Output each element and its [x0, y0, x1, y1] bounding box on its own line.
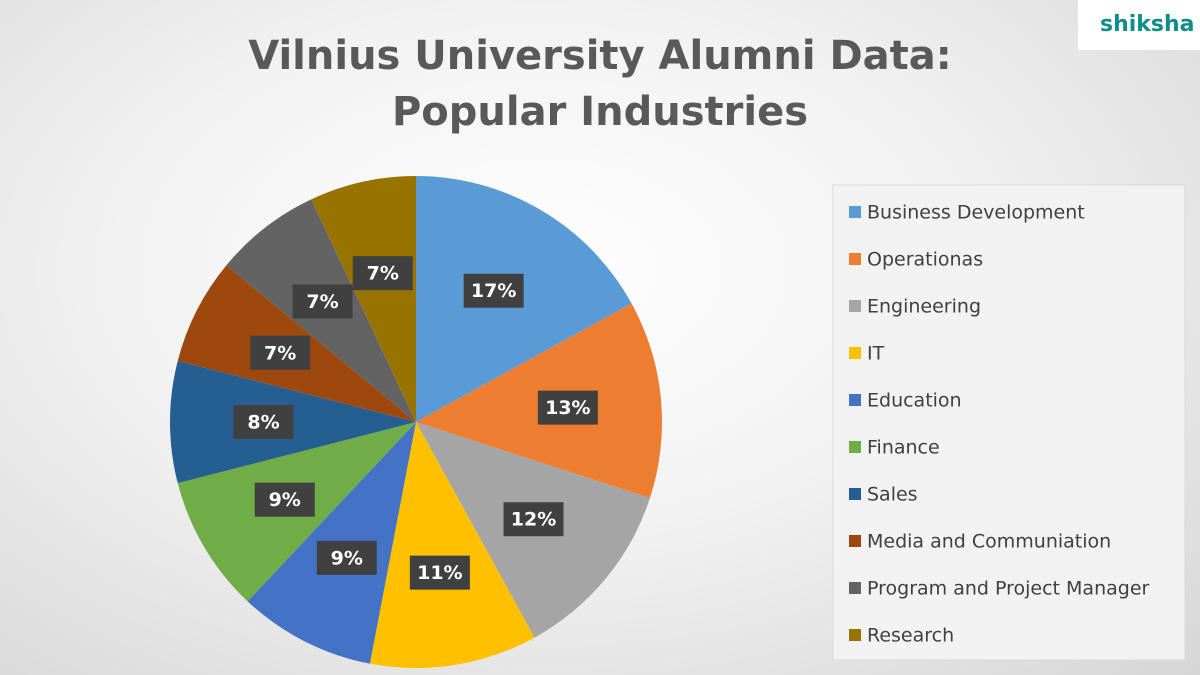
logo: shiksha [1078, 0, 1200, 50]
label-box [233, 405, 294, 439]
legend-swatch [849, 629, 861, 641]
legend-label: Sales [867, 484, 918, 506]
legend-swatch [849, 300, 861, 312]
label-box [503, 502, 564, 537]
data-label: 13% [545, 397, 590, 419]
label-box [352, 256, 413, 291]
pie-slice [369, 422, 535, 668]
data-label: 17% [471, 280, 516, 302]
legend-swatch [849, 535, 861, 547]
data-label: 8% [247, 412, 279, 434]
data-label: 12% [511, 509, 556, 531]
label-box [316, 540, 377, 575]
legend-label: Education [867, 390, 962, 412]
legend-box [832, 184, 1186, 661]
data-label: 7% [367, 263, 399, 285]
legend-label: Research [867, 625, 954, 647]
legend-label: Operationas [867, 249, 983, 271]
legend-swatch [849, 394, 861, 406]
data-label: 11% [417, 562, 462, 584]
label-box [250, 335, 311, 370]
legend-swatch [849, 441, 861, 453]
legend-swatch [849, 347, 861, 359]
legend-label: Program and Project Manager [867, 578, 1150, 600]
legend-swatch [849, 488, 861, 500]
label-box [254, 482, 315, 517]
legend-label: IT [867, 343, 885, 365]
data-label: 9% [269, 489, 301, 511]
legend-label: Business Development [867, 202, 1085, 224]
chart-title: Vilnius University Alumni Data: Popular … [248, 33, 952, 135]
label-box [537, 390, 598, 425]
data-label: 9% [331, 547, 363, 569]
label-box [463, 273, 524, 308]
pie-slice [311, 176, 416, 422]
pie-slice [416, 176, 632, 422]
legend-swatch [849, 582, 861, 594]
label-box [409, 555, 470, 590]
data-label: 7% [264, 342, 296, 364]
label-box [292, 284, 353, 319]
legend-swatch [849, 253, 861, 265]
legend-label: Media and Communiation [867, 531, 1111, 553]
legend-swatch [849, 206, 861, 218]
data-label: 7% [306, 291, 338, 313]
legend-label: Engineering [867, 296, 981, 318]
legend-label: Finance [867, 437, 940, 459]
